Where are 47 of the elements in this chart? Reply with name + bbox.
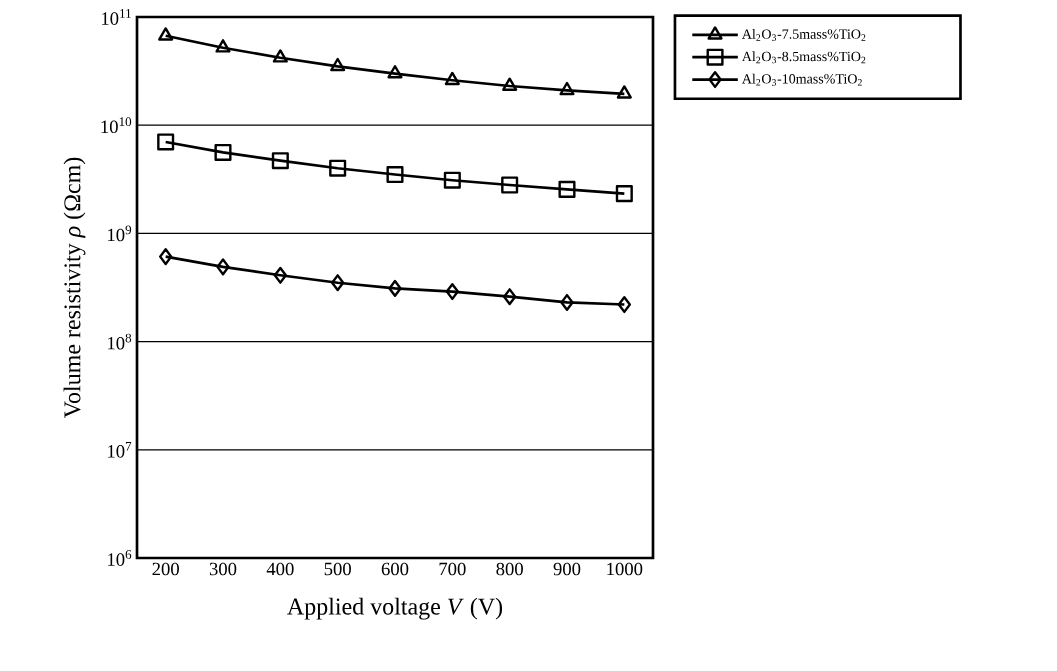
x-tick-label: 200 bbox=[152, 562, 179, 576]
point bbox=[388, 279, 402, 297]
point bbox=[214, 143, 232, 161]
y-tick-label: 10$^{8}$ bbox=[108, 333, 132, 350]
point bbox=[216, 258, 230, 276]
point bbox=[502, 77, 518, 91]
y-tick-label: 10$^{10}$ bbox=[101, 117, 132, 134]
y-tick-label: 10$^{11}$ bbox=[102, 9, 131, 25]
x-tick-label: 900 bbox=[553, 562, 581, 576]
point bbox=[501, 176, 519, 194]
x-tick-label: 1000 bbox=[607, 562, 643, 576]
point bbox=[157, 133, 175, 151]
point bbox=[387, 65, 403, 79]
point bbox=[617, 296, 632, 314]
point bbox=[330, 274, 345, 292]
point bbox=[445, 283, 460, 301]
point bbox=[273, 266, 288, 284]
point bbox=[386, 165, 404, 184]
point bbox=[272, 49, 288, 63]
point bbox=[616, 85, 632, 99]
legend-label: Al$_{2}$O$_{3}$-10mass%TiO$_{2}$ bbox=[741, 73, 862, 86]
point bbox=[558, 180, 576, 198]
y-tick-label: 10$^{6}$ bbox=[108, 550, 132, 566]
legend-label: Al$_{2}$O$_{3}$-7.5mass%TiO$_{2}$ bbox=[741, 28, 866, 41]
legend-label: Al$_{2}$O$_{3}$-8.5mass%TiO$_{2}$ bbox=[741, 51, 866, 64]
x-tick-label: 800 bbox=[496, 562, 523, 576]
y-tick-label: 10$^{7}$ bbox=[108, 441, 132, 458]
point bbox=[502, 288, 517, 306]
point bbox=[329, 159, 347, 177]
point bbox=[560, 293, 574, 311]
point bbox=[215, 39, 231, 53]
point bbox=[444, 71, 460, 86]
x-tick-label: 300 bbox=[209, 562, 237, 576]
x-tick-label: 400 bbox=[266, 562, 294, 576]
x-tick-label: 700 bbox=[439, 562, 466, 576]
point bbox=[158, 27, 174, 41]
x-axis-title: Applied voltage V (V) bbox=[287, 597, 503, 620]
x-tick-label: 500 bbox=[324, 562, 351, 576]
point bbox=[615, 185, 633, 203]
point bbox=[271, 152, 289, 170]
point bbox=[158, 248, 173, 266]
point bbox=[330, 57, 346, 72]
x-tick-label: 600 bbox=[381, 562, 409, 576]
point bbox=[559, 81, 575, 96]
point bbox=[443, 171, 461, 189]
y-axis-title: Volume resistivity ρ (Ωcm) bbox=[63, 157, 86, 418]
y-tick-label: 10$^{9}$ bbox=[108, 225, 132, 242]
